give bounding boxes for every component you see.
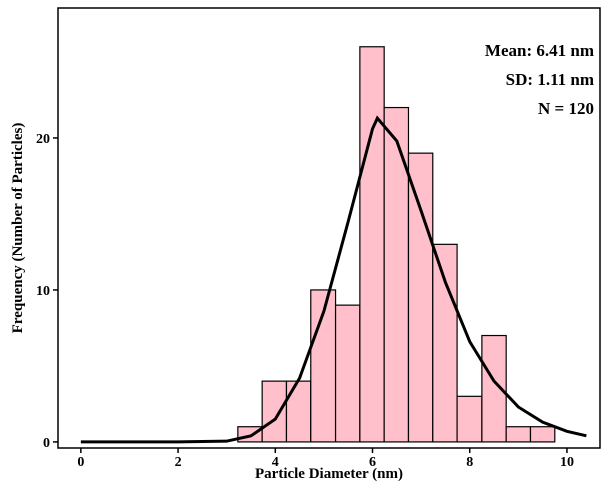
bar bbox=[383, 106, 410, 443]
bar bbox=[334, 304, 361, 443]
y-tick-label: 0 bbox=[43, 436, 50, 451]
y-tick-label: 20 bbox=[36, 132, 50, 147]
bar bbox=[529, 426, 556, 443]
y-tick-label: 10 bbox=[36, 284, 50, 299]
x-axis-label: Particle Diameter (nm) bbox=[255, 466, 403, 482]
annotation: SD: 1.11 nm bbox=[506, 70, 594, 89]
bar bbox=[505, 426, 532, 443]
bar bbox=[285, 380, 312, 443]
bar bbox=[359, 46, 385, 443]
bar bbox=[456, 395, 483, 443]
x-tick-label: 2 bbox=[175, 455, 182, 470]
fit-curve bbox=[80, 115, 587, 444]
annotation: N = 120 bbox=[538, 99, 594, 118]
x-tick-label: 10 bbox=[560, 455, 574, 470]
y-axis-label: Frequency (Number of Particles) bbox=[10, 123, 26, 334]
bar bbox=[407, 152, 434, 443]
x-tick-label: 6 bbox=[369, 455, 376, 470]
plot-frame bbox=[57, 7, 601, 449]
x-tick-label: 0 bbox=[77, 455, 84, 470]
bar bbox=[261, 380, 288, 443]
x-tick-label: 4 bbox=[272, 455, 279, 470]
x-tick-label: 8 bbox=[466, 455, 473, 470]
bar bbox=[432, 243, 458, 443]
annotation: Mean: 6.41 nm bbox=[485, 41, 594, 60]
